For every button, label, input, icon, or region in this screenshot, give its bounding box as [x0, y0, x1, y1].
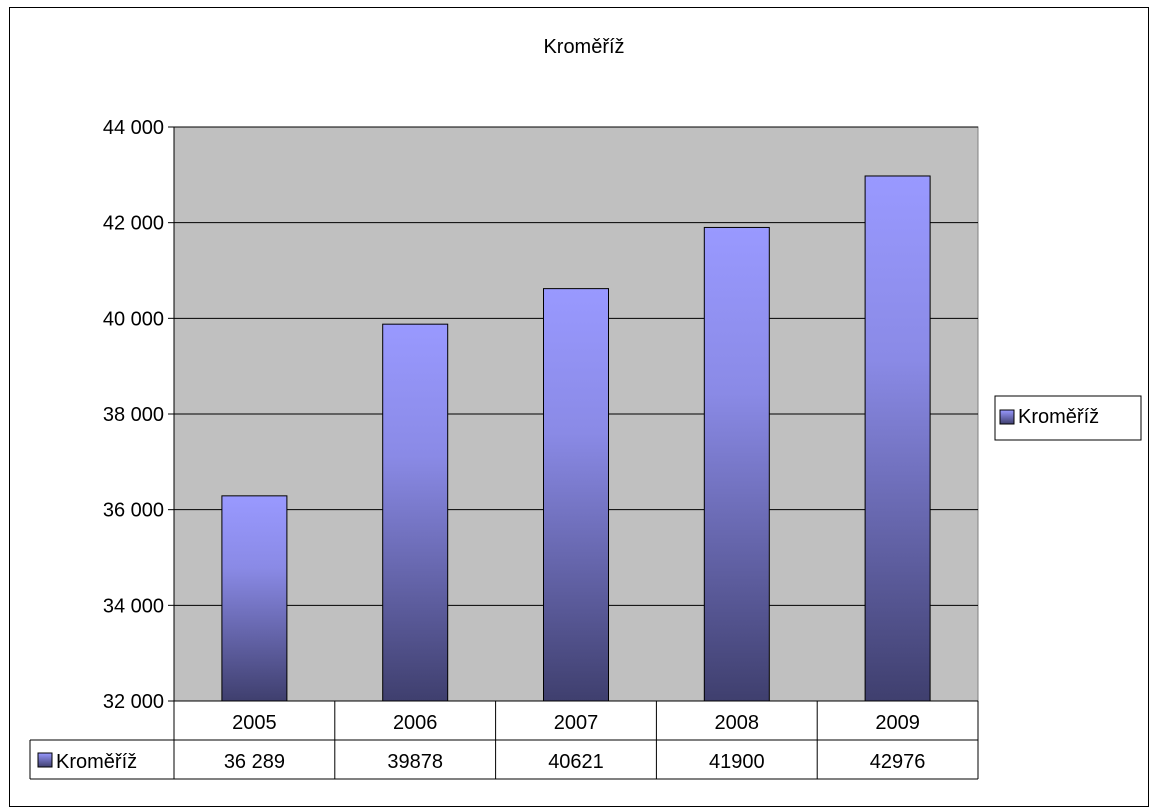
chart-title: Kroměříž: [543, 36, 624, 58]
bars: [221, 175, 931, 702]
x-category-label: 2005: [232, 712, 277, 734]
table-value: 42976: [870, 751, 926, 773]
chart-frame: [9, 7, 1149, 807]
table-series-label: Kroměříž: [56, 751, 137, 773]
y-tick-label: 38 000: [103, 404, 164, 426]
bar-2008: [703, 226, 770, 702]
y-axis-ticks: 32 000 34 000 36 000 38 000 40 000 42 000 44 0…: [103, 117, 174, 713]
x-category-label: 2006: [393, 712, 438, 734]
legend: Kroměříž: [994, 395, 1142, 441]
table-legend-swatch: [37, 752, 53, 768]
table-value: 41900: [709, 751, 765, 773]
data-table: 2005 36 289 2006 39878 2007 40621 2008 41900 200…: [29, 700, 979, 780]
y-tick-label: 42 000: [103, 213, 164, 235]
y-tick-label: 34 000: [103, 595, 164, 617]
table-value: 36 289: [224, 751, 285, 773]
bar-2009: [864, 175, 931, 702]
table-value: 40621: [548, 751, 604, 773]
bar-2007: [543, 288, 609, 702]
bar-2006: [382, 323, 449, 702]
x-category-label: 2008: [715, 712, 760, 734]
y-tick-label: 36 000: [103, 500, 164, 522]
x-category-label: 2007: [554, 712, 599, 734]
bar-2005: [221, 495, 288, 702]
table-value: 39878: [387, 751, 443, 773]
x-category-label: 2009: [875, 712, 920, 734]
y-tick-label: 32 000: [103, 691, 164, 713]
legend-box: [994, 395, 1142, 441]
y-tick-label: 40 000: [103, 308, 164, 330]
legend-swatch: [999, 409, 1015, 425]
legend-label: Kroměříž: [1018, 406, 1099, 428]
y-tick-label: 44 000: [103, 117, 164, 139]
